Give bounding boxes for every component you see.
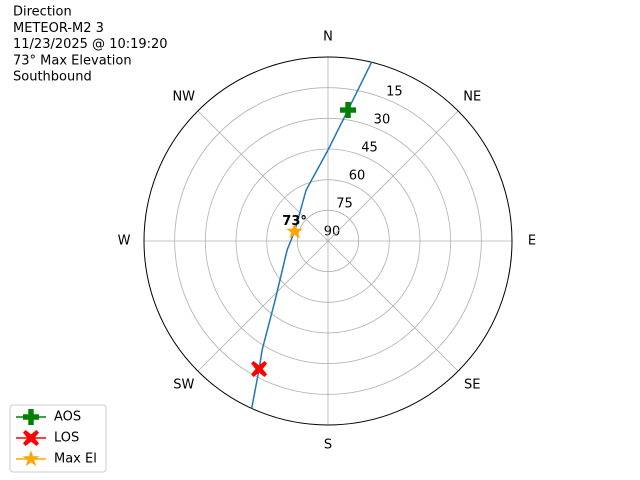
theta-tick-label: SW [173, 378, 194, 393]
theta-tick-label: SE [464, 378, 480, 393]
track-line [250, 61, 373, 409]
title-line: Direction [13, 5, 72, 20]
legend-label: LOS [54, 431, 79, 446]
legend-label: Max El [54, 452, 97, 467]
legend-marker [22, 450, 40, 467]
marker-plus [340, 102, 357, 119]
r-tick-label: 60 [349, 168, 366, 183]
legend-label: AOS [54, 410, 81, 425]
legend-box [9, 404, 107, 473]
marker-star [286, 222, 303, 239]
grid-spoke [327, 240, 459, 372]
legend-marker [23, 430, 39, 446]
title-line: METEOR-M2 3 [13, 21, 104, 36]
theta-tick-label: S [324, 438, 332, 453]
r-tick-label: 45 [361, 140, 378, 155]
grid-spoke [197, 110, 329, 242]
r-tick-label: 30 [374, 112, 391, 127]
theta-tick-label: N [323, 30, 333, 45]
theta-tick-label: NW [172, 89, 195, 104]
legend-marker [23, 409, 39, 425]
theta-tick-label: NE [463, 89, 481, 104]
grid-spoke [197, 240, 329, 372]
outer-frame [143, 56, 513, 426]
theta-tick-label: W [118, 234, 131, 249]
theta-tick-label: E [528, 234, 536, 249]
title-line: Southbound [13, 70, 92, 85]
title-line: 73° Max Elevation [13, 53, 132, 68]
marker-x [251, 361, 268, 377]
r-tick-label: 15 [386, 84, 403, 99]
grid-spoke [327, 110, 459, 242]
annotation: 73° [282, 214, 307, 229]
title-line: 11/23/2025 @ 10:19:20 [13, 37, 168, 52]
r-tick-label: 75 [336, 196, 353, 211]
